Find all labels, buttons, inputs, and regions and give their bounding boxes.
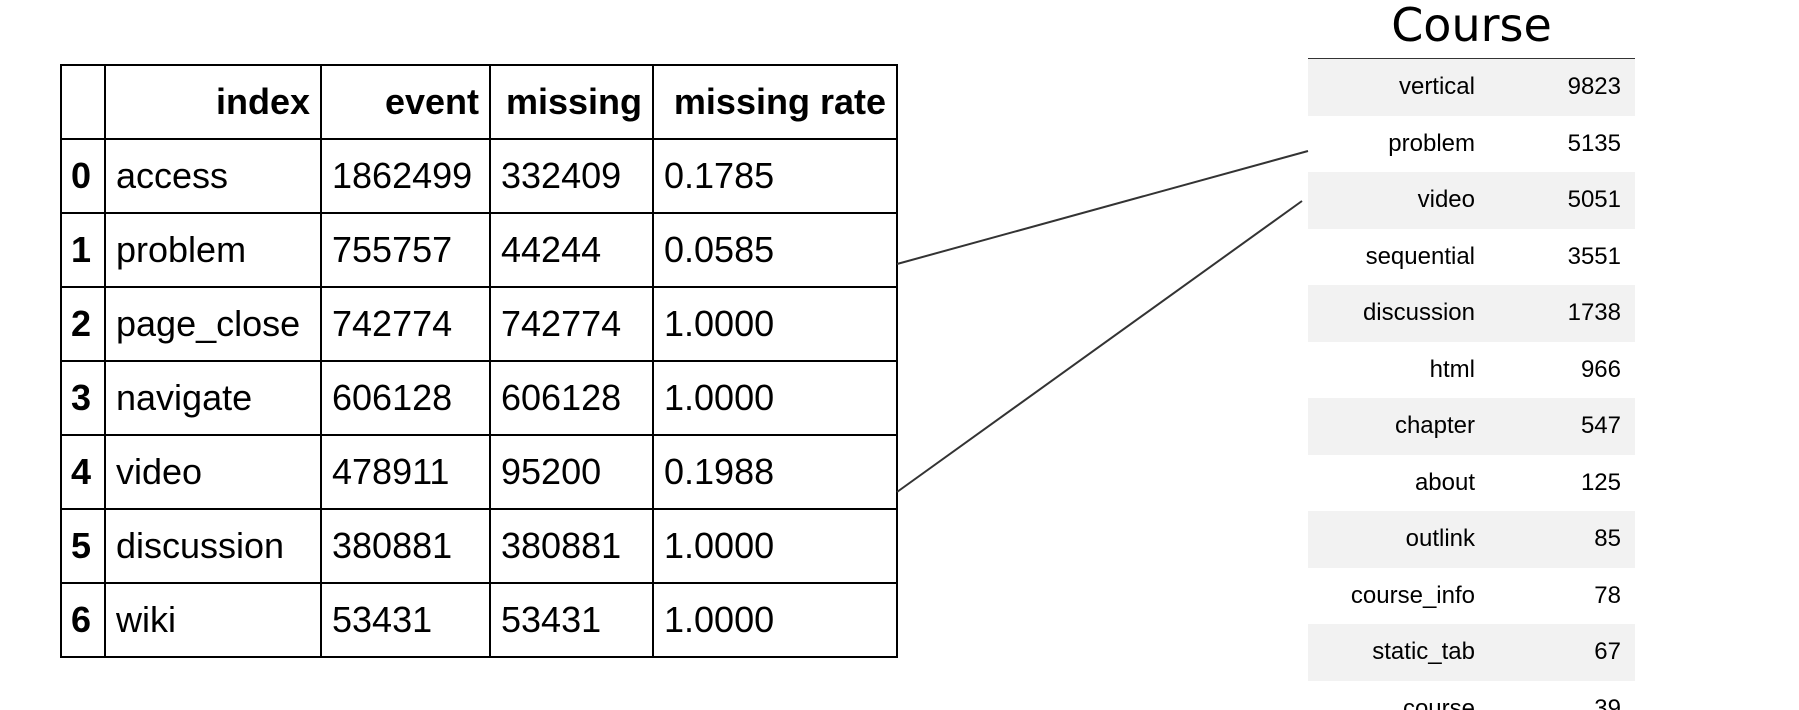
course-panel: Course vertical 9823 problem 5135 video …: [1308, 0, 1635, 710]
missing-cell: 742774: [489, 286, 654, 362]
index-cell: page_close: [104, 286, 322, 362]
list-item: course_info 78: [1308, 568, 1635, 625]
list-item: sequential 3551: [1308, 229, 1635, 286]
index-cell: navigate: [104, 360, 322, 436]
list-item: vertical 9823: [1308, 59, 1635, 116]
table-header-row: index event missing missing rate: [60, 64, 898, 140]
course-item-name: html: [1429, 355, 1475, 383]
course-item-count: 547: [1491, 398, 1635, 455]
header-cell-index: index: [104, 64, 322, 140]
missing-cell: 332409: [489, 138, 654, 214]
missing-cell: 95200: [489, 434, 654, 510]
course-item-name: course: [1402, 694, 1475, 710]
table-row: 1 problem 755757 44244 0.0585: [60, 212, 898, 288]
row-index-cell: 4: [60, 434, 106, 510]
course-item-name: about: [1414, 468, 1475, 496]
course-item-name: course_info: [1350, 581, 1475, 609]
course-item-name: video: [1308, 172, 1491, 229]
course-item-name: discussion: [1308, 285, 1491, 342]
list-item: course 39: [1308, 681, 1635, 710]
event-cell: 755757: [320, 212, 491, 288]
course-item-count: 85: [1491, 511, 1635, 568]
course-title-divider: [1308, 58, 1635, 59]
connector-line-problem: [896, 150, 1309, 265]
missing-rate-cell: 0.0585: [652, 212, 898, 288]
course-item-count: 39: [1594, 694, 1621, 710]
missing-rate-cell: 0.1785: [652, 138, 898, 214]
list-item: html 966: [1308, 342, 1635, 399]
list-item: outlink 85: [1308, 511, 1635, 568]
course-item-count: 125: [1580, 468, 1621, 496]
course-item-name: problem: [1388, 129, 1475, 157]
header-cell-event: event: [320, 64, 491, 140]
header-cell-row-index: [60, 64, 106, 140]
row-index-cell: 2: [60, 286, 106, 362]
missing-cell: 606128: [489, 360, 654, 436]
course-item-count: 67: [1491, 624, 1635, 681]
course-list: vertical 9823 problem 5135 video 5051 se…: [1308, 59, 1635, 710]
course-item-name: outlink: [1308, 511, 1491, 568]
event-cell: 53431: [320, 582, 491, 658]
table-row: 3 navigate 606128 606128 1.0000: [60, 360, 898, 436]
missing-rate-cell: 1.0000: [652, 286, 898, 362]
course-item-count: 78: [1594, 581, 1621, 609]
course-item-count: 3551: [1567, 242, 1621, 270]
index-cell: video: [104, 434, 322, 510]
connector-line-video: [896, 200, 1303, 493]
course-item-name: static_tab: [1308, 624, 1491, 681]
list-item: discussion 1738: [1308, 285, 1635, 342]
course-item-name: sequential: [1365, 242, 1475, 270]
header-cell-missing-rate: missing rate: [652, 64, 898, 140]
list-item: about 125: [1308, 455, 1635, 512]
missing-rate-cell: 1.0000: [652, 582, 898, 658]
course-item-count: 5051: [1491, 172, 1635, 229]
list-item: chapter 547: [1308, 398, 1635, 455]
course-item-name: chapter: [1308, 398, 1491, 455]
list-item: video 5051: [1308, 172, 1635, 229]
table-row: 0 access 1862499 332409 0.1785: [60, 138, 898, 214]
course-item-name: vertical: [1308, 59, 1491, 116]
events-table: index event missing missing rate 0 acces…: [60, 64, 898, 658]
course-item-count: 1738: [1491, 285, 1635, 342]
index-cell: access: [104, 138, 322, 214]
list-item: static_tab 67: [1308, 624, 1635, 681]
row-index-cell: 6: [60, 582, 106, 658]
table-row: 5 discussion 380881 380881 1.0000: [60, 508, 898, 584]
table-row: 2 page_close 742774 742774 1.0000: [60, 286, 898, 362]
missing-cell: 44244: [489, 212, 654, 288]
header-cell-missing: missing: [489, 64, 654, 140]
course-title: Course: [1391, 0, 1552, 52]
missing-rate-cell: 1.0000: [652, 508, 898, 584]
list-item: problem 5135: [1308, 116, 1635, 173]
course-list-container: vertical 9823 problem 5135 video 5051 se…: [1308, 59, 1635, 710]
index-cell: wiki: [104, 582, 322, 658]
index-cell: discussion: [104, 508, 322, 584]
missing-cell: 380881: [489, 508, 654, 584]
row-index-cell: 1: [60, 212, 106, 288]
index-cell: problem: [104, 212, 322, 288]
event-cell: 478911: [320, 434, 491, 510]
event-cell: 742774: [320, 286, 491, 362]
missing-rate-cell: 0.1988: [652, 434, 898, 510]
table-row: 6 wiki 53431 53431 1.0000: [60, 582, 898, 658]
course-item-count: 9823: [1491, 59, 1635, 116]
table-row: 4 video 478911 95200 0.1988: [60, 434, 898, 510]
row-index-cell: 3: [60, 360, 106, 436]
missing-rate-cell: 1.0000: [652, 360, 898, 436]
missing-cell: 53431: [489, 582, 654, 658]
event-cell: 1862499: [320, 138, 491, 214]
course-item-count: 966: [1580, 355, 1621, 383]
course-item-count: 5135: [1567, 129, 1621, 157]
row-index-cell: 5: [60, 508, 106, 584]
row-index-cell: 0: [60, 138, 106, 214]
event-cell: 606128: [320, 360, 491, 436]
event-cell: 380881: [320, 508, 491, 584]
